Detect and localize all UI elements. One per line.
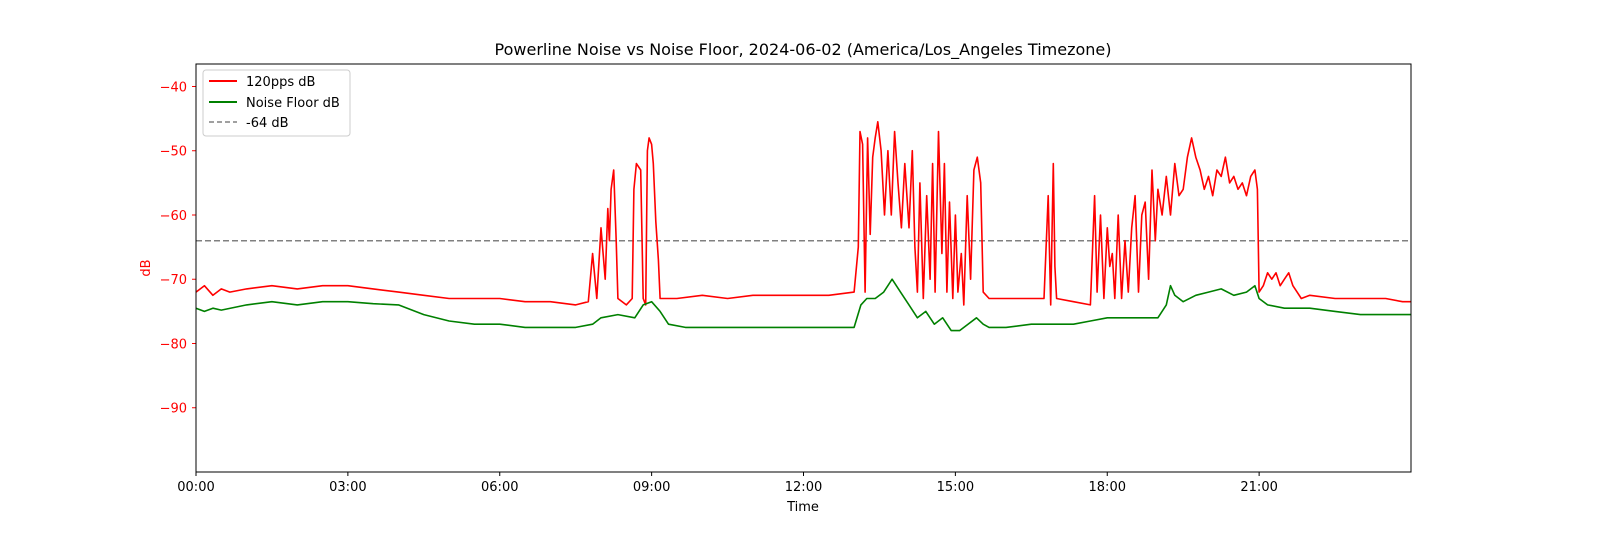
legend-label-120pps: 120pps dB <box>246 75 315 90</box>
x-tick-label: 18:00 <box>1089 480 1126 495</box>
legend-box <box>202 69 351 137</box>
series-line-noise-floor <box>195 278 1411 332</box>
y-axis: −40 −50 −60 −70 −80 −90 <box>160 80 196 417</box>
x-tick-label: 12:00 <box>785 480 822 495</box>
legend: 120pps dB Noise Floor dB -64 dB <box>202 69 351 137</box>
x-tick-label: 21:00 <box>1240 480 1277 495</box>
x-axis-label: Time <box>786 500 819 515</box>
plot-frame <box>195 63 1412 473</box>
y-axis-label: dB <box>139 259 154 276</box>
legend-label-noise-floor: Noise Floor dB <box>246 96 340 111</box>
x-tick-label: 06:00 <box>481 480 518 495</box>
x-tick-label: 00:00 <box>177 480 214 495</box>
series-line-120pps <box>195 121 1411 306</box>
y-tick-label: −40 <box>160 80 187 95</box>
y-tick-label: −60 <box>160 209 187 224</box>
y-tick-label: −90 <box>160 402 187 417</box>
y-tick-label: −70 <box>160 273 187 288</box>
plot-area <box>195 121 1411 332</box>
y-tick-label: −80 <box>160 337 187 352</box>
legend-label-reference: -64 dB <box>246 116 289 131</box>
chart-title: Powerline Noise vs Noise Floor, 2024-06-… <box>495 40 1112 60</box>
x-tick-label: 03:00 <box>329 480 366 495</box>
x-axis: 00:00 03:00 06:00 09:00 12:00 15:00 18:00 21:00 <box>177 472 1278 495</box>
x-tick-label: 09:00 <box>633 480 670 495</box>
y-tick-label: −50 <box>160 145 187 160</box>
x-tick-label: 15:00 <box>937 480 974 495</box>
